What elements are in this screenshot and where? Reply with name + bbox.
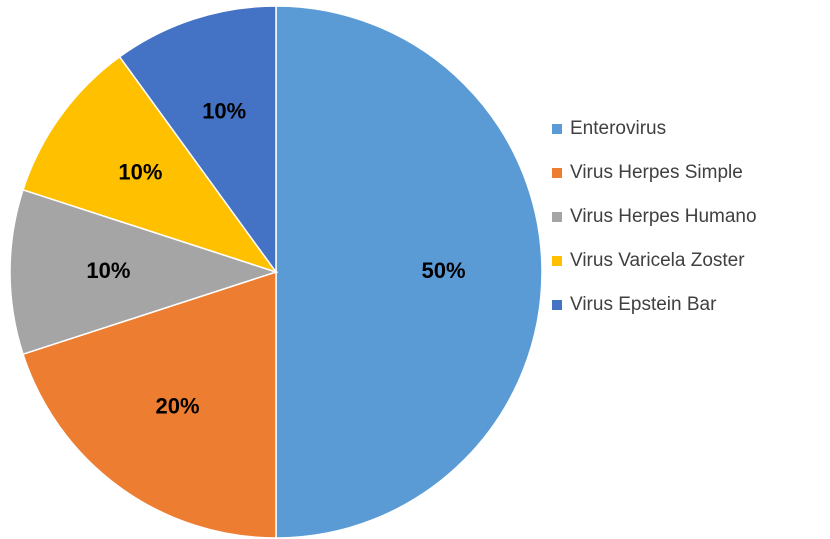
pie-slice (9, 188, 279, 356)
pie-slice (275, 5, 543, 539)
pie-slice (22, 55, 278, 274)
pie-slice (22, 270, 277, 539)
data-label: 50% (422, 258, 466, 283)
data-label: 10% (86, 258, 130, 283)
legend-label: Virus Herpes Simple (570, 162, 743, 183)
legend-swatch (552, 168, 562, 178)
legend-swatch (552, 124, 562, 134)
data-label: 20% (155, 393, 199, 418)
legend-label: Virus Herpes Humano (570, 206, 757, 227)
data-label: 10% (202, 98, 246, 123)
pie-slice (118, 5, 277, 275)
legend-swatch (552, 212, 562, 222)
legend-label: Enterovirus (570, 118, 666, 139)
legend-label: Virus Varicela Zoster (570, 250, 745, 271)
data-label: 10% (118, 159, 162, 184)
legend-label: Virus Epstein Bar (570, 294, 717, 315)
legend-swatch (552, 300, 562, 310)
legend-swatch (552, 256, 562, 266)
